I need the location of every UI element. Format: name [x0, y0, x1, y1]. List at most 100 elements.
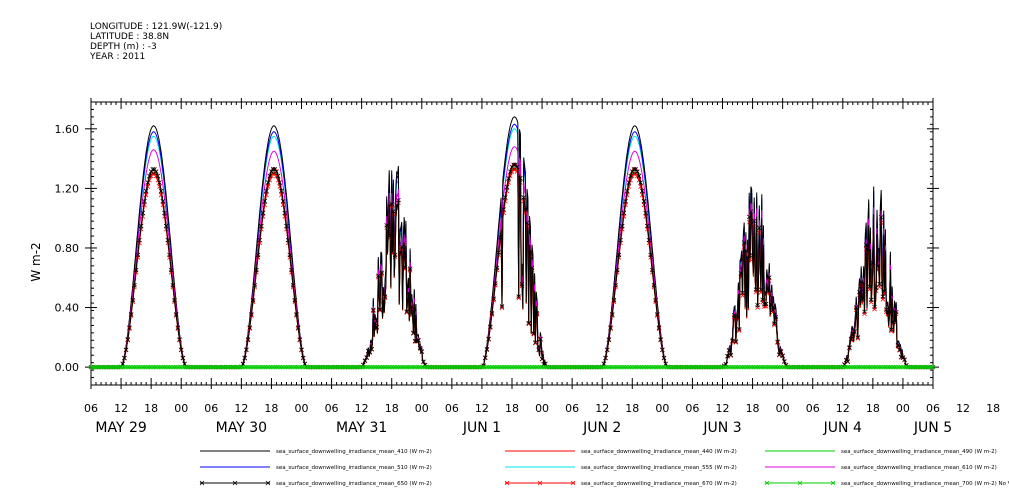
series-marker-700	[92, 364, 97, 370]
series-marker-700	[330, 364, 336, 370]
series-marker-700	[598, 364, 603, 370]
series-marker-650	[173, 312, 179, 317]
series-marker-700	[528, 364, 533, 370]
series-marker-700	[827, 364, 832, 370]
series-marker-700	[198, 364, 204, 370]
series-marker-700	[643, 364, 648, 370]
series-marker-700	[663, 364, 668, 370]
series-marker-700	[825, 364, 831, 370]
series-marker-700	[506, 364, 511, 370]
series-marker-700	[777, 364, 782, 370]
series-marker-700	[812, 364, 817, 370]
legend-label: sea_surface_downwelling_irradiance_mean_…	[276, 481, 432, 487]
series-marker-650	[411, 330, 416, 336]
series-marker-650	[872, 304, 877, 310]
series-marker-700	[805, 364, 810, 370]
series-marker-650	[529, 265, 535, 271]
series-marker-700	[499, 364, 505, 370]
series-marker-700	[698, 364, 704, 370]
legend-label: sea_surface_downwelling_irradiance_mean_…	[841, 449, 997, 455]
series-marker-700	[402, 364, 408, 370]
series-marker-700	[207, 364, 212, 370]
series-marker-700	[778, 364, 784, 370]
series-marker-700	[780, 364, 785, 370]
legend-swatch-marker	[265, 480, 271, 486]
series-marker-700	[245, 364, 251, 370]
series-marker-700	[832, 364, 837, 370]
series-marker-700	[750, 364, 755, 370]
x-tick-label: 18	[144, 402, 158, 415]
series-marker-700	[327, 364, 333, 370]
series-marker-700	[377, 364, 383, 370]
series-marker-700	[482, 364, 488, 370]
x-tick-label: 18	[505, 402, 519, 415]
series-marker-650	[421, 359, 426, 364]
series-marker-700	[404, 364, 410, 370]
series-marker-700	[147, 364, 152, 370]
series-marker-700	[461, 364, 466, 370]
series-marker-650	[389, 201, 394, 207]
series-marker-700	[417, 364, 423, 370]
series-marker-700	[369, 364, 374, 370]
series-marker-650	[491, 296, 496, 301]
series-marker-700	[436, 364, 441, 370]
series-marker-650	[661, 355, 667, 361]
series-marker-700	[551, 364, 557, 370]
series-marker-650	[275, 173, 281, 179]
series-marker-650	[267, 173, 273, 179]
series-marker-700	[150, 364, 156, 370]
series-marker-700	[446, 364, 451, 370]
series-marker-700	[407, 364, 413, 370]
series-marker-650	[257, 237, 263, 243]
series-marker-700	[623, 364, 628, 370]
series-marker-650	[508, 169, 513, 174]
series-marker-650	[157, 180, 162, 185]
series-marker-700	[160, 364, 166, 370]
series-marker-700	[601, 364, 607, 370]
series-marker-700	[389, 364, 394, 370]
series-marker-700	[868, 364, 874, 370]
series-line-670	[91, 168, 933, 368]
series-marker-700	[630, 364, 635, 370]
series-marker-700	[741, 364, 747, 370]
series-marker-700	[439, 364, 445, 370]
series-marker-700	[172, 364, 177, 370]
series-marker-700	[890, 364, 896, 370]
series-marker-700	[219, 364, 224, 370]
series-marker-650	[247, 325, 252, 330]
series-marker-670	[142, 202, 147, 208]
series-marker-670	[404, 310, 410, 315]
series-marker-700	[212, 364, 217, 370]
legend-swatch-marker	[232, 480, 238, 486]
x-tick-label: 06	[685, 402, 699, 415]
series-marker-700	[686, 364, 692, 370]
series-marker-700	[419, 364, 425, 370]
series-marker-700	[329, 364, 334, 370]
x-tick-label: 00	[174, 402, 188, 415]
series-marker-700	[665, 364, 670, 370]
series-layer	[88, 116, 936, 370]
series-marker-700	[242, 364, 247, 370]
series-marker-700	[584, 364, 590, 370]
series-marker-700	[307, 364, 313, 370]
series-marker-700	[887, 364, 892, 370]
series-marker-700	[728, 364, 734, 370]
series-marker-650	[484, 347, 490, 352]
series-marker-700	[292, 364, 298, 370]
series-marker-700	[626, 364, 632, 370]
series-marker-700	[187, 364, 192, 370]
x-tick-label: 00	[415, 402, 429, 415]
series-marker-700	[230, 364, 236, 370]
series-marker-700	[496, 364, 501, 370]
series-marker-700	[701, 364, 707, 370]
series-marker-700	[145, 364, 151, 370]
series-marker-700	[648, 364, 653, 370]
series-marker-650	[890, 319, 896, 325]
series-marker-700	[214, 364, 219, 370]
series-marker-700	[656, 364, 662, 370]
series-marker-650	[521, 195, 526, 200]
series-marker-700	[239, 364, 244, 370]
series-marker-650	[765, 287, 770, 292]
series-marker-650	[394, 203, 400, 208]
series-marker-700	[290, 364, 296, 370]
